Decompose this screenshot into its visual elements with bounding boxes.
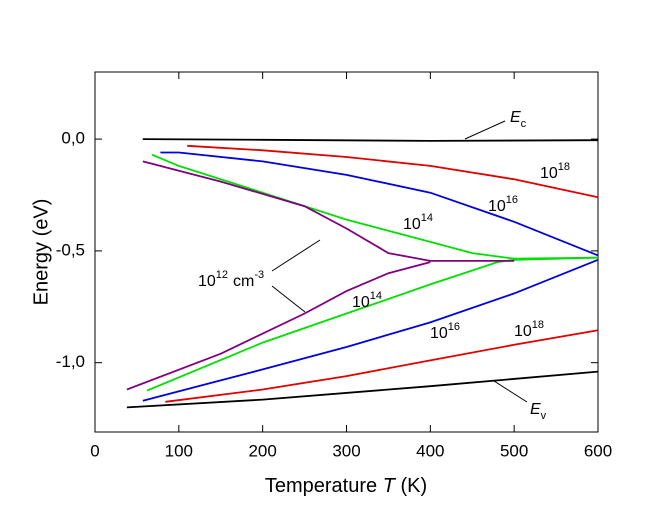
x-tick-label: 500	[500, 441, 528, 460]
leader-line	[464, 120, 506, 140]
annotation: 1016	[488, 194, 518, 215]
y-axis-label: Energy (eV)	[30, 199, 52, 306]
annotation-part: 10	[430, 325, 448, 342]
x-tick-label: 400	[416, 441, 444, 460]
x-label-part: Temperature	[265, 475, 377, 497]
series-line	[151, 153, 599, 260]
leader-lines	[271, 120, 528, 403]
annotation-part: 16	[448, 321, 460, 333]
leader-line	[271, 285, 306, 313]
series-line	[165, 329, 599, 403]
annotation-part: 10	[352, 294, 370, 311]
y-tick-label: 0,0	[61, 129, 85, 148]
annotation-part: 10	[540, 165, 558, 182]
annotation: Ev	[530, 401, 547, 422]
annotation-part: 10	[488, 198, 506, 215]
x-tick-label: 600	[584, 441, 612, 460]
series-line	[142, 258, 599, 402]
annotation-part: E	[530, 401, 541, 418]
annotation-part: 18	[558, 161, 570, 173]
series-line	[142, 160, 515, 262]
leader-line	[493, 380, 528, 403]
x-label-part: (K)	[400, 475, 427, 497]
series-line	[126, 261, 431, 391]
series-line	[142, 138, 599, 142]
annotation-part: -3	[254, 269, 264, 281]
leader-line	[271, 239, 321, 272]
x-axis-label: Temperature T (K)	[265, 475, 427, 497]
x-label-part: T	[383, 475, 397, 497]
x-tick-label: 0	[90, 441, 99, 460]
annotation-part: 12	[216, 269, 228, 281]
series-line	[160, 151, 599, 257]
annotation: Ec	[510, 109, 527, 130]
annotation-part: 10	[198, 273, 216, 290]
annotation-part: 14	[370, 290, 382, 302]
y-tick-label: -1,0	[56, 352, 85, 371]
annotation-part: c	[521, 118, 527, 130]
x-tick-label: 200	[248, 441, 276, 460]
annotation-part: 10	[403, 216, 421, 233]
y-tick-label: -0,5	[56, 240, 85, 259]
annotation: 1014	[352, 290, 382, 311]
annotation: 1014	[403, 212, 433, 233]
series-line	[146, 256, 599, 392]
x-tick-label: 300	[332, 441, 360, 460]
annotation: 1018	[514, 319, 544, 340]
annotation-part: cm	[233, 273, 254, 290]
annotation-part: v	[541, 410, 547, 422]
annotation-part: 18	[532, 319, 544, 331]
annotation-part: 14	[421, 212, 433, 224]
annotation-part: 16	[506, 194, 518, 206]
annotation: 1016	[430, 321, 460, 342]
series-line	[187, 144, 599, 199]
x-tick-label: 100	[165, 441, 193, 460]
annotation: 1018	[540, 161, 570, 182]
annotation: 1012 cm-3	[198, 269, 264, 290]
series-line	[126, 370, 599, 409]
annotation-part: 10	[514, 323, 532, 340]
annotation-part: E	[510, 109, 521, 126]
